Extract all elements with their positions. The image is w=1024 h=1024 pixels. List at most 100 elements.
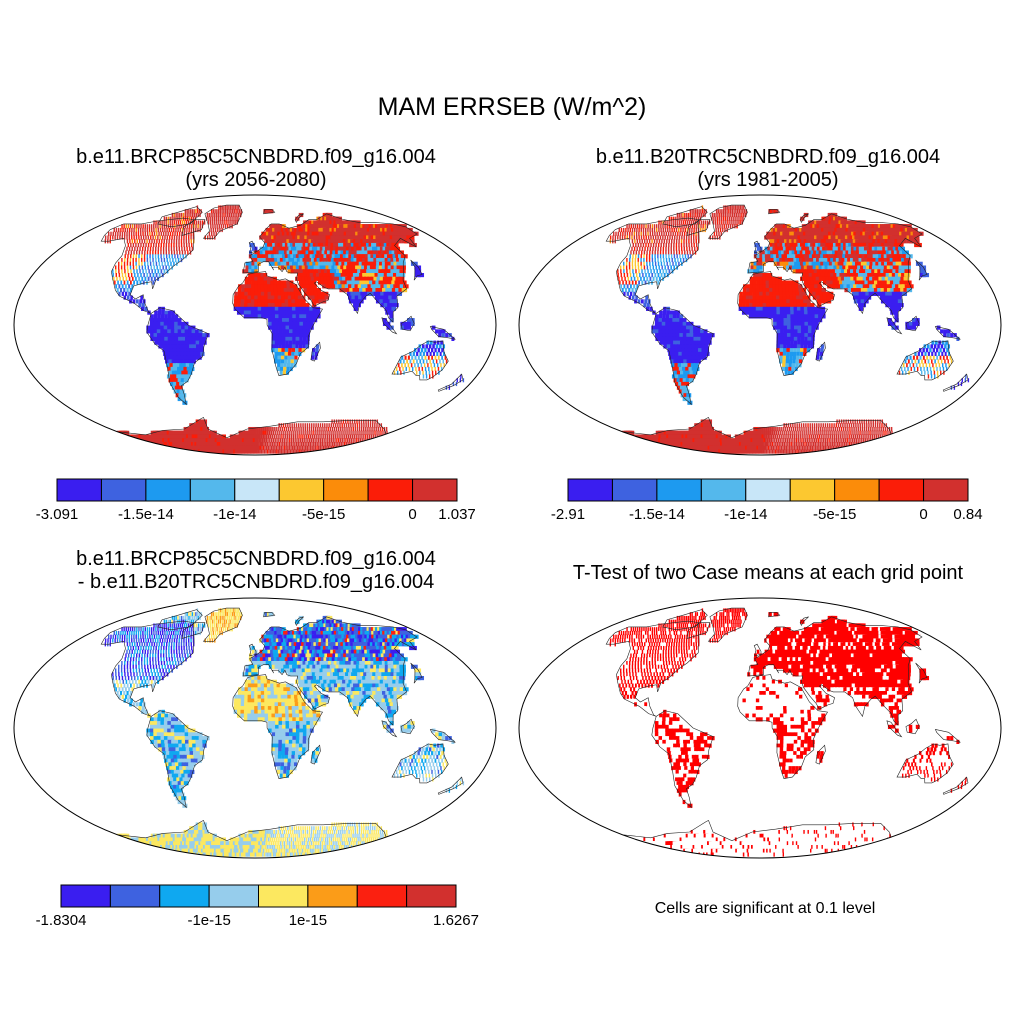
coastline-northamerica: [100, 217, 195, 314]
panel2-title-line2: (yrs 1981-2005): [697, 169, 839, 191]
coastline-australia: [391, 340, 449, 381]
colorbar-tick-label: -1e-15: [187, 912, 231, 929]
coastline-sumatra: [886, 720, 903, 738]
coastline-madagascar: [815, 744, 826, 765]
colorbar-box: [258, 884, 309, 908]
colorbar-tick-label: -1e-14: [213, 506, 257, 523]
colorbar-panel3: [60, 884, 457, 908]
coastline-japan: [915, 662, 928, 684]
coastline-borneo: [400, 718, 415, 735]
panel1-title-line2: (yrs 2056-2080): [185, 169, 327, 191]
colorbar-box: [406, 884, 457, 908]
colorbar-box: [878, 478, 925, 502]
colorbar-box: [208, 884, 259, 908]
panel3-title-line2: - b.e11.B20TRC5CNBDRD.f09_g16.004: [77, 571, 435, 593]
coastline-svalbard: [768, 612, 781, 618]
colorbar-tick-label: -1.8304: [35, 912, 87, 929]
coastline-gbritain: [248, 643, 257, 657]
map-panel2: [518, 194, 1002, 456]
significance-note: Cells are significant at 0.1 level: [654, 900, 876, 917]
coastline-australia: [896, 340, 954, 381]
coastline-baffin: [181, 219, 206, 236]
coastline-novaya: [294, 213, 304, 224]
panel1-title: b.e11.BRCP85C5CNBDRD.f09_g16.004 (yrs 20…: [0, 146, 512, 192]
panel3-title: b.e11.BRCP85C5CNBDRD.f09_g16.004 - b.e11…: [0, 548, 512, 594]
colorbar-tick-label: 0.84: [953, 506, 983, 523]
colorbar-box: [189, 478, 236, 502]
map-border: [518, 597, 1002, 859]
coastline-newguinea: [429, 728, 456, 743]
colorbar-tick-label: -1.5e-14: [628, 506, 685, 523]
colorbar-box: [367, 478, 414, 502]
colorbar-box: [159, 884, 210, 908]
map-border: [518, 194, 1002, 456]
colorbar-box: [834, 478, 880, 502]
coastline-madagascar: [310, 744, 321, 765]
coastline-svalbard: [263, 209, 276, 215]
map-panel1: [13, 194, 497, 456]
coastline-africa: [232, 271, 323, 376]
panel1-title-line1: b.e11.BRCP85C5CNBDRD.f09_g16.004: [76, 146, 436, 168]
map-border: [13, 194, 497, 456]
coastline-africa: [737, 271, 828, 376]
coastline-svalbard: [263, 612, 276, 618]
coastline-arcticis: [662, 206, 708, 228]
coastline-arcticis: [157, 609, 203, 631]
coastline-borneo: [905, 315, 920, 332]
coastline-japan: [410, 259, 423, 281]
colorbar-box: [567, 478, 613, 502]
coastline-svalbard: [768, 209, 781, 215]
coastline-newguinea: [429, 325, 456, 340]
coastline-eurasia: [747, 616, 923, 726]
coastline-arcticis: [157, 206, 203, 228]
colorbar-panel2: [567, 478, 969, 502]
coastline-newzealand: [437, 373, 464, 392]
coastline-baffin: [686, 622, 711, 639]
coastline-newguinea: [934, 325, 961, 340]
colorbar-box: [100, 478, 147, 502]
colorbar-box: [278, 478, 325, 502]
coastline-novaya: [799, 616, 809, 627]
colorbar-tick-label: -1.5e-14: [117, 506, 174, 523]
colorbar-box: [323, 478, 369, 502]
map-field: [605, 204, 970, 455]
colorbar-box: [109, 884, 161, 908]
colorbar-box: [789, 478, 836, 502]
coastline-gbritain: [753, 240, 762, 254]
colorbar-box: [745, 478, 791, 502]
map-field: [100, 607, 465, 858]
colorbar-box: [234, 478, 280, 502]
coastline-greenland: [202, 204, 243, 239]
colorbar-box: [145, 478, 191, 502]
coastline-australia: [896, 743, 954, 784]
coastline-africa: [737, 674, 828, 779]
map-panel4: [518, 597, 1002, 859]
coastline-greenland: [202, 607, 243, 642]
colorbar-tick-label: -2.91: [550, 506, 586, 523]
panel4-title-line1: T-Test of two Case means at each grid po…: [572, 562, 964, 584]
panel2-title-line1: b.e11.B20TRC5CNBDRD.f09_g16.004: [595, 146, 941, 168]
panel4-title: T-Test of two Case means at each grid po…: [512, 562, 1024, 585]
coastline-newzealand: [942, 776, 969, 795]
colorbar-panel1: [56, 478, 458, 502]
colorbar-tick-label: 1.6267: [433, 912, 479, 929]
coastline-gbritain: [753, 643, 762, 657]
panel3-title-line1: b.e11.BRCP85C5CNBDRD.f09_g16.004: [76, 548, 436, 570]
coastline-borneo: [400, 315, 415, 332]
map-field: [100, 204, 465, 455]
coastline-gbritain: [248, 240, 257, 254]
coastline-eurasia: [747, 213, 923, 323]
coastline-borneo: [905, 718, 920, 735]
coastline-baffin: [181, 622, 206, 639]
coastline-southamerica: [651, 710, 714, 809]
coastline-sumatra: [381, 720, 398, 738]
coastline-madagascar: [815, 341, 826, 362]
colorbar-box: [356, 884, 408, 908]
coastline-newzealand: [942, 373, 969, 392]
colorbar-tick-label: 0: [408, 506, 417, 523]
coastline-greenland: [707, 607, 748, 642]
coastline-newguinea: [934, 728, 961, 743]
colorbar-tick-label: -5e-15: [812, 506, 857, 523]
colorbar-box: [60, 884, 111, 908]
coastline-japan: [915, 259, 928, 281]
